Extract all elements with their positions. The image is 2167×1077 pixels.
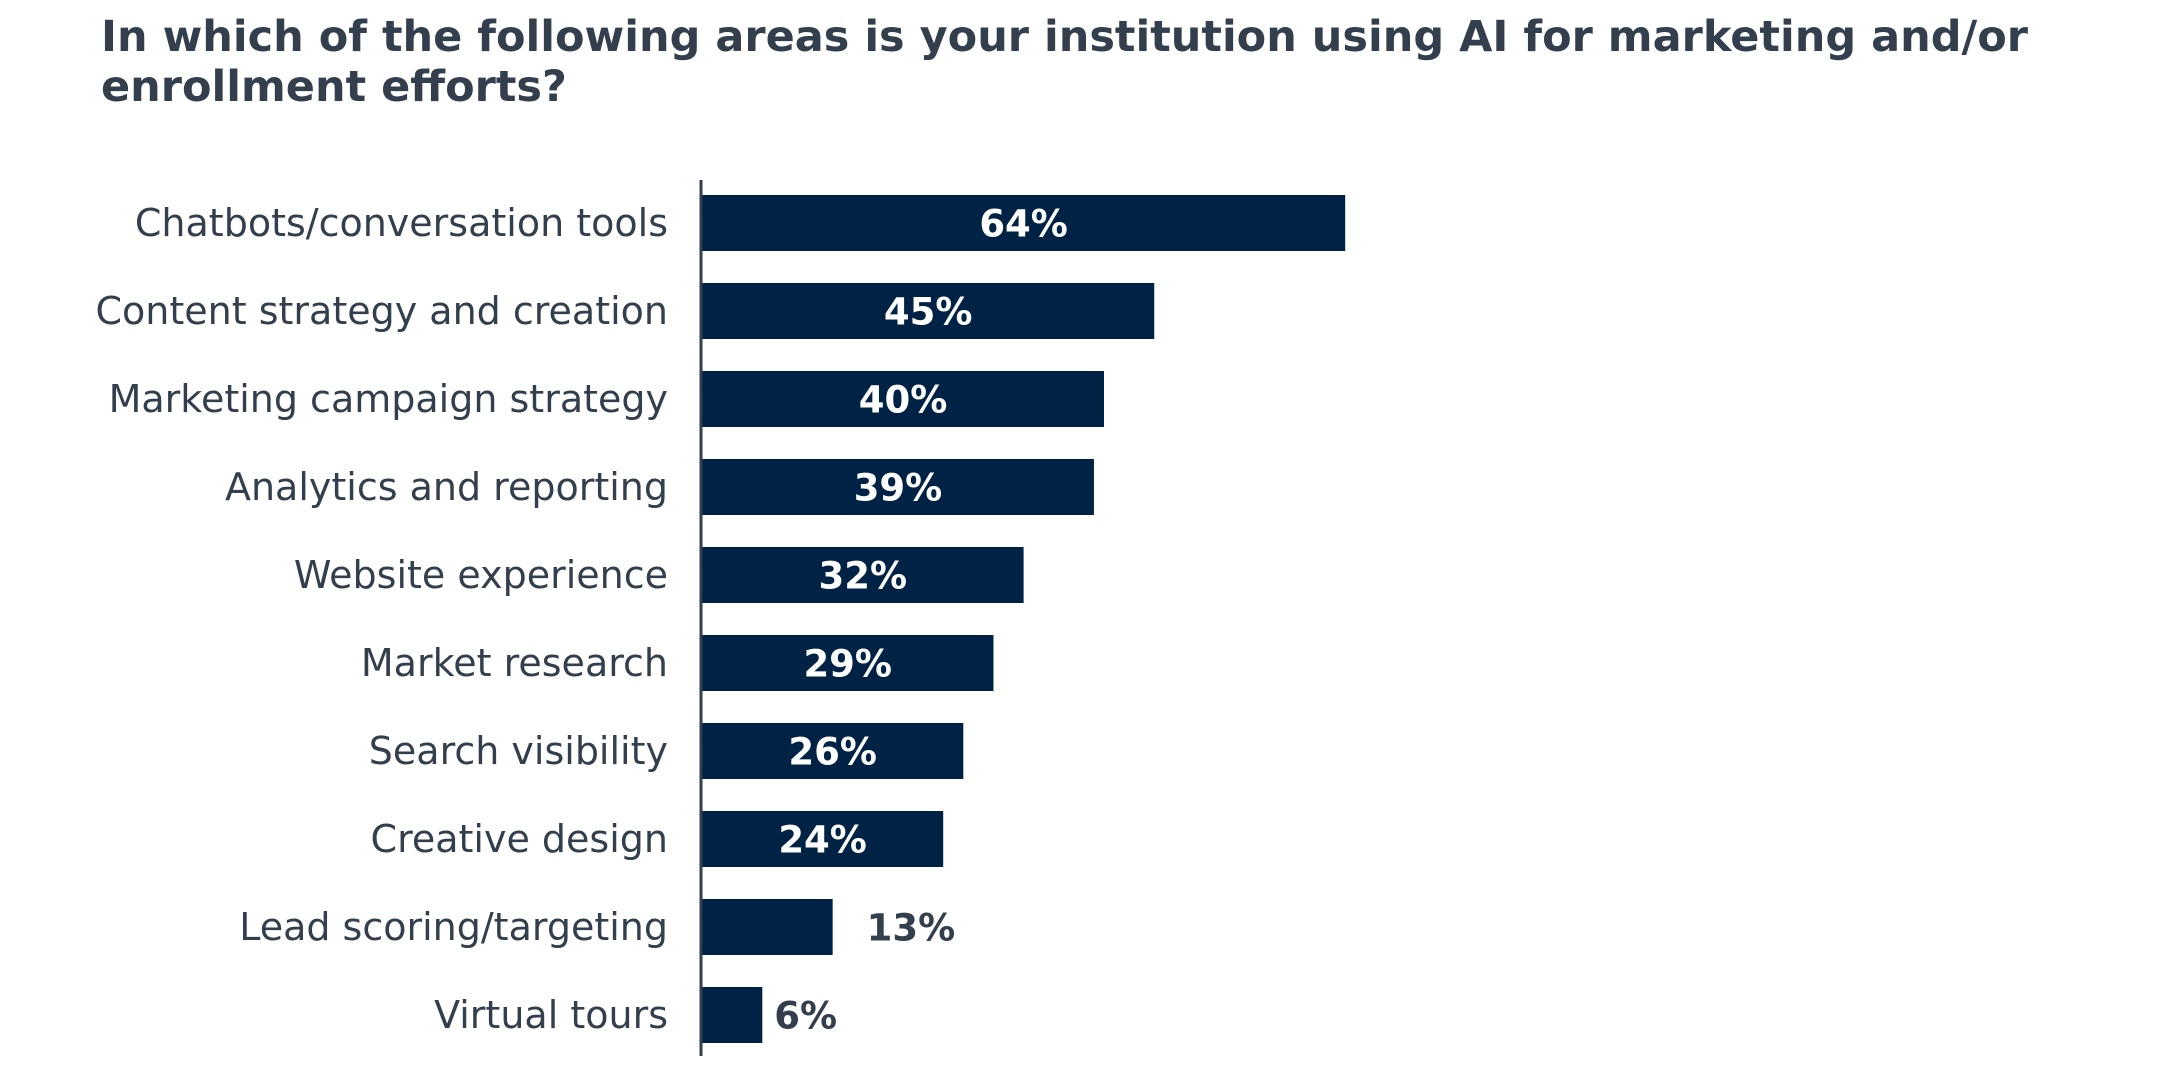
value-label-virtual-tours: 6% (774, 995, 837, 1038)
bar-marketing-campaign-strategy (702, 371, 1104, 427)
bar-virtual-tours (702, 987, 763, 1043)
category-label-lead-scoring-targeting: Lead scoring/targeting (239, 905, 668, 949)
category-label-chatbots-conversation-tools: Chatbots/conversation tools (135, 201, 668, 245)
category-label-marketing-campaign-strategy: Marketing campaign strategy (109, 377, 668, 421)
value-label-analytics-and-reporting: 39% (854, 467, 943, 510)
value-label-marketing-campaign-strategy: 40% (859, 379, 948, 422)
bar-search-visibility (702, 723, 964, 779)
category-label-content-strategy-and-creation: Content strategy and creation (96, 289, 669, 333)
bar-lead-scoring-targeting (702, 899, 833, 955)
bar-creative-design (702, 811, 944, 867)
category-label-virtual-tours: Virtual tours (434, 993, 668, 1037)
category-label-website-experience: Website experience (294, 553, 668, 597)
category-label-creative-design: Creative design (371, 817, 668, 861)
bar-website-experience (702, 547, 1024, 603)
value-label-search-visibility: 26% (788, 731, 877, 774)
bar-chatbots-conversation-tools (702, 195, 1346, 251)
bar-content-strategy-and-creation (702, 283, 1155, 339)
category-label-analytics-and-reporting: Analytics and reporting (225, 465, 668, 509)
value-label-chatbots-conversation-tools: 64% (979, 203, 1068, 246)
value-label-creative-design: 24% (778, 819, 867, 862)
value-label-lead-scoring-targeting: 13% (867, 907, 956, 950)
labels-layer: Chatbots/conversation tools 64% Content st… (96, 201, 1068, 1038)
value-label-website-experience: 32% (819, 555, 908, 598)
value-label-market-research: 29% (803, 643, 892, 686)
bar-analytics-and-reporting (702, 459, 1094, 515)
category-label-market-research: Market research (361, 641, 668, 685)
bars-layer (702, 195, 1346, 1043)
value-label-content-strategy-and-creation: 45% (884, 291, 973, 334)
category-label-search-visibility: Search visibility (369, 729, 668, 773)
chart-title: In which of the following areas is your … (101, 12, 2028, 112)
bar-market-research (702, 635, 994, 691)
